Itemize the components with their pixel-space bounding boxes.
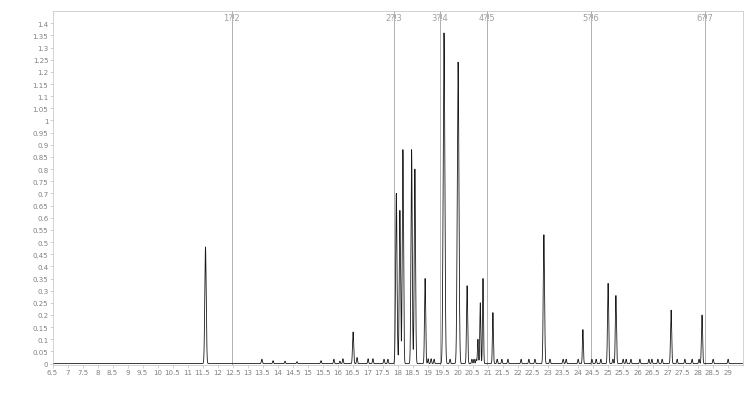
Text: 4⁈5: 4⁈5 xyxy=(478,14,495,23)
Text: 3⁈4: 3⁈4 xyxy=(432,14,448,23)
Text: 5⁈6: 5⁈6 xyxy=(583,14,599,23)
Text: 2⁈3: 2⁈3 xyxy=(386,14,402,23)
Text: 6⁈7: 6⁈7 xyxy=(697,14,713,23)
Text: 1⁈2: 1⁈2 xyxy=(224,14,240,23)
